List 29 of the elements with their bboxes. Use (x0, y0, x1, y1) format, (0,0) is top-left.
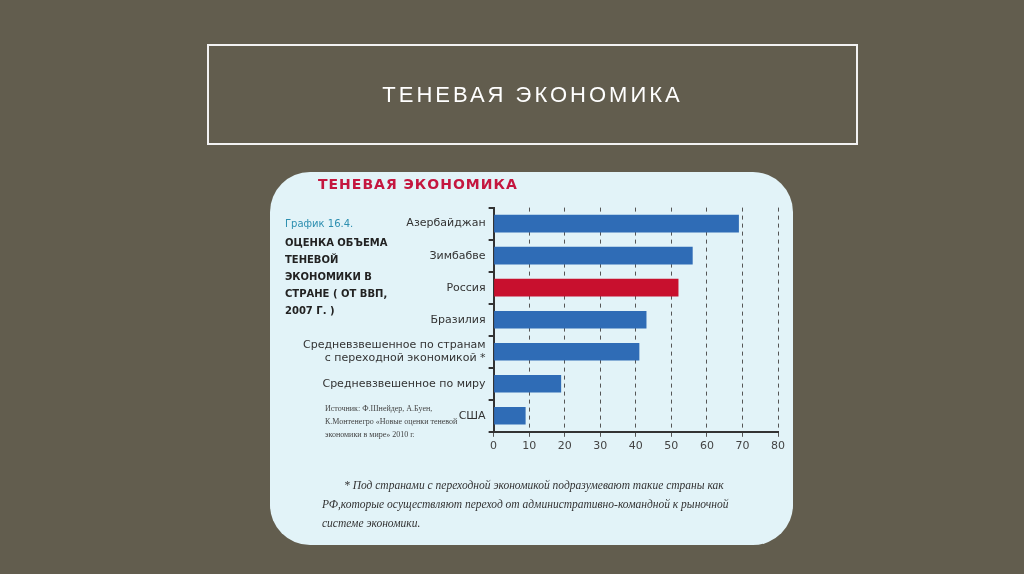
bar (494, 342, 640, 361)
bar (494, 374, 562, 393)
y-tick-label: Бразилия (430, 312, 486, 326)
text: График 16.4. (285, 218, 354, 229)
text: * Под странами с переходной экономикой подразумевают такие страны как РФ,которые осуществляют переход от административно-командной к рыночной системе экономики. (322, 478, 730, 531)
x-tick-label: 80 (771, 439, 785, 453)
bar (494, 406, 526, 425)
x-tick-label: 10 (522, 439, 537, 453)
bar (494, 214, 739, 233)
chart-title: ТЕНЕВАЯ ЭКОНОМИКА (207, 44, 858, 145)
x-tick-label: 70 (735, 439, 750, 453)
x-tick-label: 50 (664, 439, 679, 453)
y-tick-label: США (458, 408, 487, 422)
x-tick-label: 0 (490, 439, 498, 453)
y-tick-label: Зимбабве (429, 248, 486, 262)
y-tick-label: Средневзвешенное по странам с переходной экономикой * (302, 337, 487, 365)
x-tick-label: 60 (699, 439, 714, 453)
y-tick-label: Средневзвешенное по миру (322, 376, 487, 390)
text: Источник: Ф.Шнейдер, А.Буен, К.Монтенегро «Новые оценки теневой экономики в мире» 2010 г. (325, 404, 458, 439)
y-tick-label: Россия (446, 280, 486, 294)
chart-subtitle: ТЕНЕВАЯ ЭКОНОМИКА (318, 176, 518, 192)
text: ОЦЕНКА ОБЪЕМА ТЕНЕВОЙ ЭКОНОМИКИ В СТРАНЕ ( ОТ ВВП, 2007 Г. ) (285, 236, 389, 318)
bar (494, 246, 693, 265)
x-tick-label: 40 (628, 439, 643, 453)
bar (494, 278, 679, 297)
y-tick-label: Азербайджан (406, 216, 486, 230)
x-tick-label: 20 (557, 439, 572, 453)
bar (494, 310, 647, 329)
x-tick-label: 30 (593, 439, 608, 453)
